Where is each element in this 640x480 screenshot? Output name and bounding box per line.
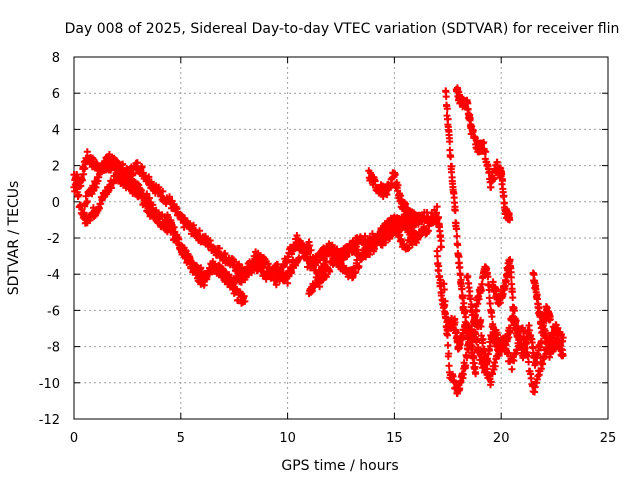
y-tick-label: -4	[47, 268, 60, 283]
x-tick-label: 0	[70, 431, 78, 446]
y-tick-label: -2	[47, 232, 60, 247]
chart-title: Day 008 of 2025, Sidereal Day-to-day VTE…	[65, 21, 620, 37]
y-axis-label: SDTVAR / TECUs	[6, 181, 22, 296]
plus-markers	[81, 151, 260, 291]
series-sat-k	[452, 84, 514, 224]
y-tick-label: -12	[39, 413, 60, 428]
x-tick-label: 20	[493, 431, 510, 446]
series-sat-n	[529, 269, 554, 332]
y-tick-label: 2	[52, 160, 60, 175]
plus-markers	[305, 203, 445, 298]
data-series	[70, 84, 567, 397]
plus-markers	[452, 84, 514, 224]
series-sat-l	[463, 263, 503, 360]
y-tick-label: 8	[52, 51, 60, 66]
x-axis-label: GPS time / hours	[281, 458, 398, 474]
x-tick-label: 5	[177, 431, 185, 446]
plus-markers	[489, 256, 522, 342]
plus-markers	[365, 167, 420, 224]
plus-markers	[463, 263, 503, 360]
y-tick-label: -6	[47, 304, 60, 319]
series-sat-g	[365, 167, 420, 224]
x-tick-label: 15	[386, 431, 403, 446]
y-tick-label: -10	[39, 377, 60, 392]
series-sat-f	[305, 203, 445, 298]
plus-markers	[529, 269, 554, 332]
series-sat-m	[489, 256, 522, 342]
x-tick-label: 25	[600, 431, 617, 446]
x-tick-label: 10	[279, 431, 296, 446]
y-tick-label: 4	[52, 123, 60, 138]
plus-markers	[442, 87, 480, 378]
y-tick-label: 6	[52, 87, 60, 102]
series-sat-c	[81, 151, 260, 291]
y-tick-label: -8	[47, 341, 60, 356]
series-sat-j	[442, 87, 480, 378]
axis-ticks: 0 5 10 15 20 25 -12 -10 -8 -6 -4 -2 0 2 4 6 8	[39, 51, 617, 446]
y-tick-label: 0	[52, 196, 60, 211]
